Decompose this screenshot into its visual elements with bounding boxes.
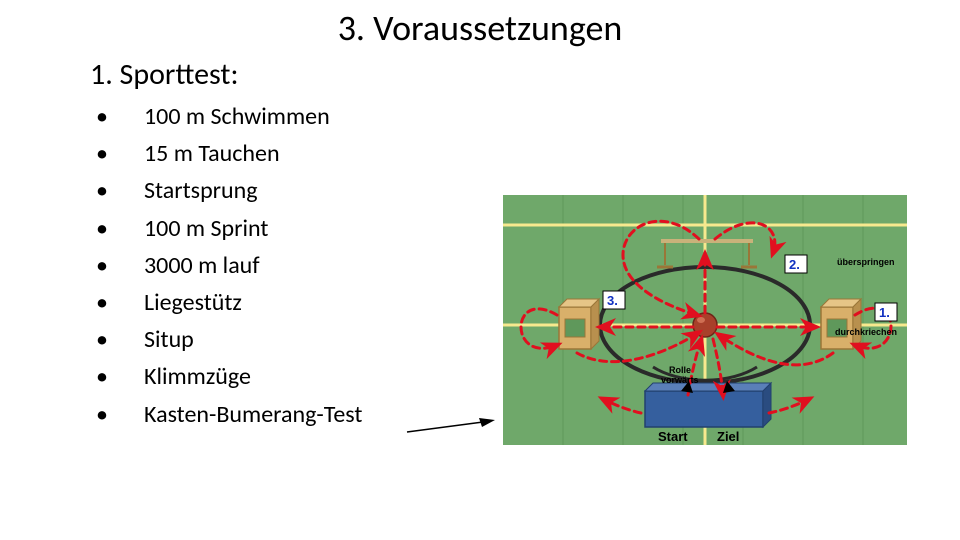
bullet-text: Startsprung — [144, 172, 258, 209]
box-right — [821, 299, 861, 349]
label-two: 2. — [789, 257, 800, 272]
bullet-item: •Startsprung — [90, 172, 362, 209]
slide-title: 3. Voraussetzungen — [0, 6, 960, 50]
bullet-item: •3000 m lauf — [90, 247, 362, 284]
bullet-text: 15 m Tauchen — [144, 135, 280, 172]
box-left — [559, 299, 599, 349]
bullet-dot-icon: • — [90, 321, 144, 358]
mat — [645, 383, 771, 427]
label-roll-1: Rolle — [669, 365, 691, 375]
bullet-text: Kasten-Bumerang-Test — [144, 396, 362, 433]
bullet-text: Klimmzüge — [144, 358, 251, 395]
label-start: Start — [658, 429, 688, 444]
bullet-item: •100 m Sprint — [90, 210, 362, 247]
bullet-item: •15 m Tauchen — [90, 135, 362, 172]
label-roll-2: vorwärts — [661, 375, 699, 385]
arrow-to-diagram-icon — [405, 418, 495, 436]
bullet-dot-icon: • — [90, 98, 144, 135]
label-over: überspringen — [837, 257, 895, 267]
bullet-text: Liegestütz — [144, 284, 242, 321]
bullet-text: Situp — [144, 321, 194, 358]
bullet-list: •100 m Schwimmen•15 m Tauchen•Startsprun… — [90, 98, 362, 433]
bullet-text: 3000 m lauf — [144, 247, 260, 284]
bullet-dot-icon: • — [90, 247, 144, 284]
bullet-dot-icon: • — [90, 135, 144, 172]
diagram-svg: 2. 1. 3. Start Ziel Rolle vorwärts übers… — [503, 195, 907, 445]
bullet-item: •Klimmzüge — [90, 358, 362, 395]
bullet-text: 100 m Sprint — [144, 210, 268, 247]
label-ziel: Ziel — [717, 429, 739, 444]
exercise-diagram: 2. 1. 3. Start Ziel Rolle vorwärts übers… — [503, 195, 907, 445]
bullet-item: •100 m Schwimmen — [90, 98, 362, 135]
bullet-dot-icon: • — [90, 358, 144, 395]
bullet-item: •Situp — [90, 321, 362, 358]
bullet-dot-icon: • — [90, 210, 144, 247]
section-subtitle: 1. Sporttest: — [90, 56, 239, 93]
label-one: 1. — [879, 305, 890, 320]
slide: 3. Voraussetzungen 1. Sporttest: •100 m … — [0, 0, 960, 540]
bullet-dot-icon: • — [90, 172, 144, 209]
bullet-dot-icon: • — [90, 396, 144, 433]
label-three: 3. — [607, 293, 618, 308]
bullet-text: 100 m Schwimmen — [144, 98, 330, 135]
bullet-dot-icon: • — [90, 284, 144, 321]
bullet-item: •Kasten-Bumerang-Test — [90, 396, 362, 433]
label-crawl: durchkriechen — [835, 327, 897, 337]
bullet-item: •Liegestütz — [90, 284, 362, 321]
